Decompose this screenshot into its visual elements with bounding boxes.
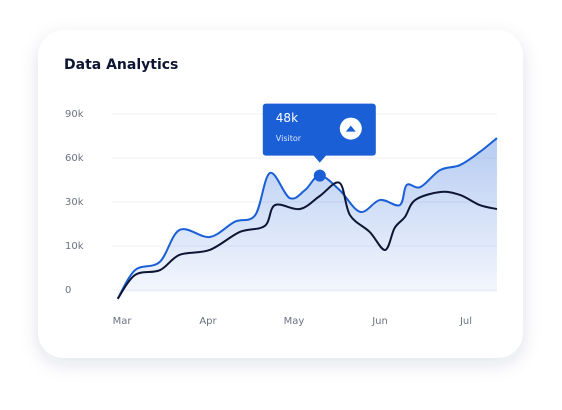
x-tick-label: May: [284, 316, 305, 327]
tooltip-label: Visitor: [276, 134, 302, 143]
y-tick-label: 60k: [65, 153, 84, 164]
y-tick-label: 90k: [65, 109, 84, 120]
line: [116, 181, 498, 300]
y-tick-label: 0: [65, 285, 71, 296]
area: [117, 138, 497, 299]
x-tick-label: Apr: [199, 316, 217, 327]
tooltip-pointer: [312, 154, 327, 163]
tooltip-box: [262, 103, 376, 156]
highlight-point: [313, 169, 326, 182]
chart-title: Data Analytics: [64, 57, 178, 73]
y-tick-label: 10k: [65, 241, 84, 252]
x-tick-label: Jul: [459, 316, 472, 327]
tooltip-value: 48k: [276, 111, 298, 125]
y-tick-label: 30k: [65, 197, 84, 208]
x-tick-label: Jun: [371, 316, 388, 327]
tooltip: 48k Visitor: [262, 103, 376, 163]
x-tick-label: Mar: [113, 316, 133, 327]
tooltip-arrow: [345, 125, 356, 132]
